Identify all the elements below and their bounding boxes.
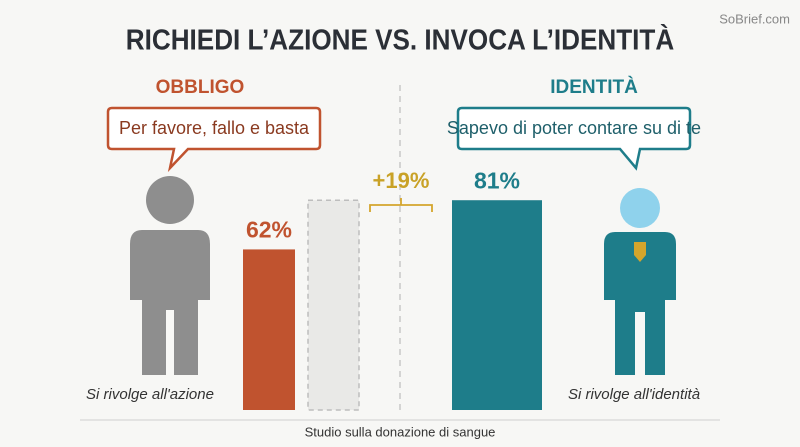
difference-bracket bbox=[369, 198, 433, 212]
difference-label: +19% bbox=[373, 168, 430, 193]
value-label: 62% bbox=[246, 216, 292, 242]
speech-bubble bbox=[456, 106, 692, 171]
bar bbox=[243, 249, 295, 410]
person-icon bbox=[130, 176, 210, 375]
person-icon bbox=[604, 188, 676, 375]
watermark: SoBrief.com bbox=[719, 11, 790, 26]
speech-bubble bbox=[106, 106, 322, 173]
category-label: Si rivolge all'azione bbox=[86, 386, 214, 403]
reference-bar bbox=[307, 199, 360, 411]
group-title: IDENTITÀ bbox=[550, 76, 638, 98]
group-title: OBBLIGO bbox=[156, 77, 245, 98]
category-label: Si rivolge all'identità bbox=[568, 386, 700, 403]
caption: Studio sulla donazione di sangue bbox=[305, 424, 496, 439]
bar bbox=[452, 200, 542, 410]
speech-text: Per favore, fallo e basta bbox=[119, 118, 310, 138]
value-label: 81% bbox=[474, 167, 520, 193]
chart-title: RICHIEDI L’AZIONE VS. INVOCA L’IDENTITÀ bbox=[126, 23, 675, 56]
speech-text: Sapevo di poter contare su di te bbox=[447, 118, 701, 138]
